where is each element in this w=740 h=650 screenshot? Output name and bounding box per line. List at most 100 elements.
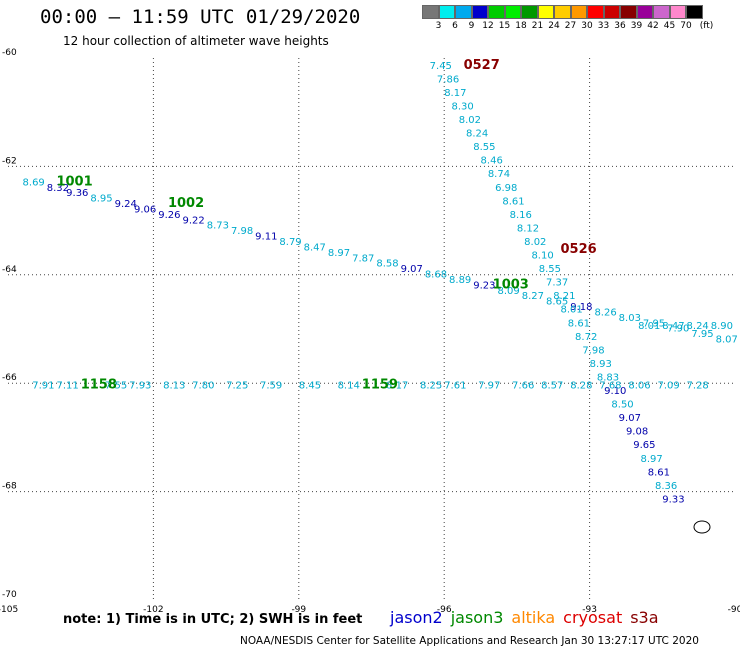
swh-value: 8.50 [611, 400, 633, 411]
color-legend-label: 21 [531, 21, 544, 31]
color-swatch [570, 5, 587, 19]
swh-value: 6.98 [495, 183, 517, 194]
color-legend-label: 12 [482, 21, 494, 31]
color-swatch [620, 5, 637, 19]
lon-tick-label: -105 [0, 605, 18, 615]
swh-value: 8.72 [575, 332, 597, 343]
lon-tick-label: -99 [291, 605, 306, 615]
lon-tick-label: -90 [728, 605, 740, 615]
track: 8.69 8.329.36 8.95 9.249.06 9.26 9.22 8.73 7.98… [23, 174, 738, 345]
swh-value: 7.55 [105, 381, 127, 392]
swh-value: 8.73 [207, 221, 229, 232]
swh-value: 7.90 [667, 324, 689, 335]
swh-value: 9.10 [604, 386, 626, 397]
satellite-s3a: s3a [630, 608, 659, 627]
swh-value: 8.10 [531, 251, 553, 262]
color-legend-label: 27 [564, 21, 577, 31]
island-outline [693, 520, 711, 534]
satellite-altika: altika [511, 608, 556, 627]
color-swatch [587, 5, 604, 19]
color-legend-label: 36 [614, 21, 626, 31]
swh-value: 8.28 [570, 381, 592, 392]
map-grid [8, 58, 735, 600]
color-swatch [488, 5, 505, 19]
swh-value: 9.33 [662, 494, 684, 505]
altimeter-tracks: 8.69 8.329.36 8.95 9.249.06 9.26 9.22 8.73 7.98… [23, 58, 738, 506]
swh-value: 7.11 [56, 381, 78, 392]
lat-tick-label: -64 [2, 265, 17, 275]
swh-value: 7.25 [226, 381, 248, 392]
color-legend [422, 5, 703, 19]
swh-value: 7.97 [478, 381, 500, 392]
color-swatch [669, 5, 686, 19]
color-legend-label: 70 [680, 21, 692, 31]
pass-time-label: 1159 [362, 378, 398, 393]
satellite-cryosat: cryosat [563, 608, 623, 627]
swh-value: 8.27 [522, 291, 544, 302]
swh-value: 7.68 [599, 381, 621, 392]
satellite-jason2: jason2 [390, 608, 443, 627]
swh-value: 8.55 [473, 142, 495, 153]
color-legend-label: 3 [435, 21, 442, 31]
swh-value: 8.45 [299, 381, 321, 392]
swh-value: 8.02 [524, 237, 546, 248]
swh-value: 8.24 [466, 129, 488, 140]
swh-value: 8.01 [561, 305, 583, 316]
color-swatch [686, 5, 703, 19]
pass-time-label: 1001 [56, 174, 92, 189]
color-legend-label: 15 [498, 21, 511, 31]
color-swatch [554, 5, 571, 19]
color-legend-label: 18 [515, 21, 527, 31]
track: 7.91 7.11 7.55 7.93 8.13 7.80 7.25 7.59 8.45 8.14… [32, 378, 709, 393]
footnote: note: 1) Time is in UTC; 2) SWH is in fe… [63, 612, 363, 627]
color-swatch [504, 5, 521, 19]
pass-time-label: 0527 [464, 58, 500, 73]
swh-value: 9.22 [182, 215, 204, 226]
color-swatch [653, 5, 670, 19]
swh-value: 8.93 [590, 359, 612, 370]
swh-value: 8.12 [517, 223, 539, 234]
swh-value: 7.66 [512, 381, 534, 392]
swh-value: 8.17 [444, 88, 466, 99]
color-swatch [455, 5, 472, 19]
swh-value: 8.36 [655, 481, 677, 492]
color-legend-label: 39 [630, 21, 643, 31]
pass-time-label: 0526 [561, 242, 597, 257]
swh-value: 8.89 [449, 275, 471, 286]
swh-value: 8.46 [481, 156, 503, 167]
swh-value: 8.57 [541, 381, 563, 392]
swh-value: 7.37 [546, 278, 568, 289]
pass-time-label: 1158 [81, 378, 117, 393]
pass-time-label: 1003 [493, 277, 529, 292]
swh-value: 8.83 [597, 372, 619, 383]
swh-value: 9.07 [401, 264, 423, 275]
swh-value: 8.69 [23, 177, 45, 188]
color-swatch [537, 5, 554, 19]
color-swatch [636, 5, 653, 19]
lat-tick-label: -70 [2, 590, 17, 600]
swh-value: 7.98 [582, 345, 604, 356]
color-swatch [438, 5, 455, 19]
swh-value: 9.26 [158, 210, 180, 221]
track: 7.45 7.86 8.17 8.30 8.02 8.24 8.55 8.46 8.74 6.98… [430, 58, 685, 506]
swh-value: 8.09 [498, 286, 520, 297]
swh-value: 8.26 [594, 307, 616, 318]
swh-value: 8.68 [425, 270, 447, 281]
swh-value: 8.07 [716, 335, 738, 346]
map-subtitle: 12 hour collection of altimeter wave hei… [63, 34, 329, 48]
swh-value: 7.93 [129, 381, 151, 392]
swh-value: 9.65 [633, 440, 655, 451]
swh-value: 7.61 [444, 381, 466, 392]
swh-value: 7.80 [192, 381, 214, 392]
swh-value: 7.87 [352, 253, 374, 264]
swh-value: 8.14 [338, 381, 360, 392]
color-swatch [521, 5, 538, 19]
swh-value: 8.24 [687, 321, 709, 332]
color-legend-label: 45 [663, 21, 676, 31]
color-legend-label: 33 [597, 21, 610, 31]
satellite-legend: jason2 jason3 altika cryosat s3a [390, 608, 667, 627]
swh-value: 8.47 [304, 242, 326, 253]
swh-value: 8.65 [546, 297, 568, 308]
lon-tick-label: -102 [143, 605, 163, 615]
lon-tick-label: -93 [582, 605, 597, 615]
